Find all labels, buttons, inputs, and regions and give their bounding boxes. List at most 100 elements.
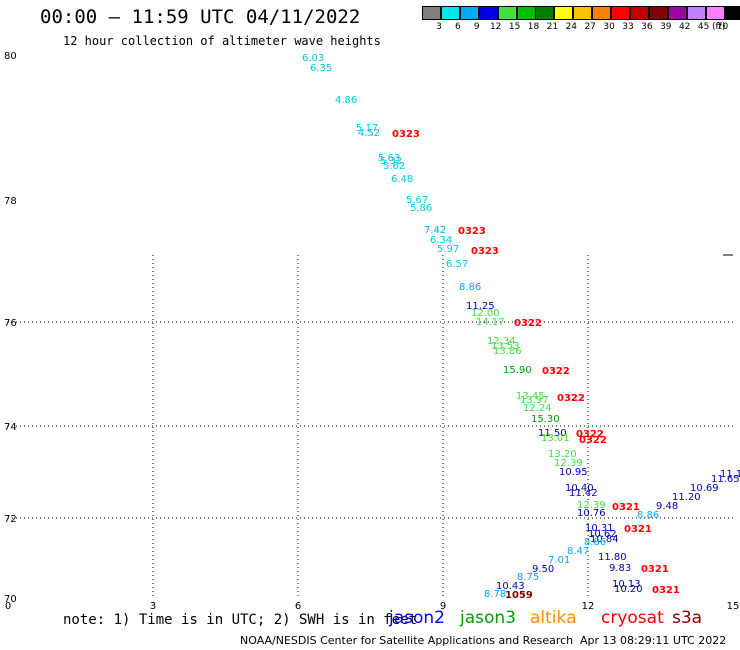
legend-swatch xyxy=(422,6,441,20)
swh-value-label: 5.97 xyxy=(437,244,459,255)
legend-swatch xyxy=(629,6,649,20)
swh-value-label: 6.34 xyxy=(430,235,452,246)
y-tick-label: 80 xyxy=(4,51,17,62)
swh-value-label: 15.90 xyxy=(503,365,532,376)
swh-value-label: 10.69 xyxy=(690,483,719,494)
legend-label: 39 xyxy=(660,22,672,32)
swh-value-label: 11.42 xyxy=(569,488,598,499)
swh-value-label: 12.39 xyxy=(577,500,606,511)
legend-swatch xyxy=(478,6,498,20)
swh-value-label: 9.48 xyxy=(656,501,678,512)
satellite-name-s3a: s3a xyxy=(672,608,703,628)
legend-swatch xyxy=(516,6,536,20)
swh-value-label: 10.76 xyxy=(577,508,606,519)
swh-value-label: 4.52 xyxy=(358,128,380,139)
legend-swatch xyxy=(573,6,593,20)
y-tick-label: 72 xyxy=(4,514,17,525)
legend-label: 6 xyxy=(455,22,461,32)
pass-time-label: 0322 xyxy=(579,435,607,446)
swh-value-label: 7.42 xyxy=(424,225,446,236)
legend-label: 21 xyxy=(546,22,559,32)
pass-time-label: 0323 xyxy=(471,246,499,257)
swh-value-label: 12.39 xyxy=(554,458,583,469)
legend-swatch xyxy=(705,6,725,20)
swh-value-label: 8.86 xyxy=(637,510,659,521)
swh-value-label: 8.86 xyxy=(459,282,481,293)
legend-swatch xyxy=(686,6,706,20)
swh-value-label: 4.86 xyxy=(335,95,357,106)
satellite-name-altika: altika xyxy=(530,608,577,628)
swh-value-label: 11.65 xyxy=(711,474,740,485)
legend-swatch xyxy=(554,6,574,20)
legend-label: 3 xyxy=(436,22,442,32)
legend-label: 9 xyxy=(473,22,480,32)
legend-label: 45 xyxy=(697,22,710,32)
grid-lines xyxy=(8,254,733,598)
legend-label: 27 xyxy=(584,22,596,32)
legend-label: 30 xyxy=(603,22,615,32)
satellite-name-jason2: jason2 xyxy=(389,608,445,628)
footer-note: note: 1) Time is in UTC; 2) SWH is in fe… xyxy=(63,612,418,628)
pass-time-label: 0321 xyxy=(652,585,680,596)
swh-value-label: 5.63 xyxy=(378,153,400,164)
satellite-name-jason3: jason3 xyxy=(460,608,516,628)
swh-value-label: 10.62 xyxy=(588,529,617,540)
legend-swatch xyxy=(724,6,740,20)
swh-value-label: 13.20 xyxy=(548,449,577,460)
x-tick-label: 12 xyxy=(582,601,595,612)
x-tick-label: 0 xyxy=(5,601,11,612)
legend-swatch xyxy=(611,6,630,20)
swh-value-label: 9.50 xyxy=(532,564,554,575)
swh-value-label: 5.67 xyxy=(406,195,428,206)
swh-value-label: 10.95 xyxy=(559,467,588,478)
swh-value-label: 12.24 xyxy=(523,403,552,414)
swh-value-label: 6.03 xyxy=(302,53,324,64)
legend-label: 18 xyxy=(527,22,540,32)
legend-swatch xyxy=(497,6,517,20)
x-tick-label: 9 xyxy=(440,601,446,612)
axis-tick-labels: 0 3 6 9 12 15 80 78 76 74 72 70 xyxy=(4,51,739,612)
x-tick-label: 6 xyxy=(295,601,301,612)
pass-time-label: 1059 xyxy=(505,590,533,601)
legend-label: 36 xyxy=(641,22,653,32)
swh-value-label: 12.00 xyxy=(471,308,500,319)
swh-value-label: 13.45 xyxy=(516,391,545,402)
pass-time-label: 0323 xyxy=(458,226,486,237)
generation-timestamp: Apr 13 08:29:11 UTC 2022 xyxy=(580,634,727,647)
legend-label: 42 xyxy=(678,22,691,32)
x-tick-label: 3 xyxy=(150,601,156,612)
x-tick-label: 15 xyxy=(727,601,740,612)
pass-time-labels: 0323032303230322032203220322032203210321… xyxy=(392,129,680,601)
swh-value-label: 6.48 xyxy=(391,174,413,185)
pass-time-label: 0323 xyxy=(392,129,420,140)
swh-value-label: 9.83 xyxy=(609,563,631,574)
swh-value-label: 6.35 xyxy=(310,63,332,74)
swh-value-label: 14.17 xyxy=(476,317,505,328)
swh-value-label: 11.25 xyxy=(466,301,495,312)
swh-value-label: 13.01 xyxy=(541,433,570,444)
pass-time-label: 0321 xyxy=(641,564,669,575)
wave-height-labels: 6.036.35 4.86 5.174.52 5.635.325.62 6.48 5.67… xyxy=(302,53,740,600)
swh-value-label: 11.80 xyxy=(598,552,627,563)
y-tick-label: 76 xyxy=(4,318,17,329)
legend-label: 70 xyxy=(716,22,729,32)
legend-units: (ft) xyxy=(712,22,726,32)
swh-value-label: 6.57 xyxy=(446,259,468,270)
swh-value-label: 10.31 xyxy=(585,523,614,534)
legend-swatch xyxy=(667,6,687,20)
pass-time-label: 0322 xyxy=(514,318,542,329)
swh-value-label: 10.20 xyxy=(614,584,643,595)
y-tick-label: 70 xyxy=(4,594,17,605)
swh-value-label: 10.13 xyxy=(612,579,641,590)
legend-swatch xyxy=(648,6,668,20)
legend-label: 15 xyxy=(508,22,521,32)
swh-value-label: 10.40 xyxy=(565,483,594,494)
swh-value-label: 10.43 xyxy=(496,581,525,592)
credit-text: NOAA/NESDIS Center for Satellite Applica… xyxy=(240,634,574,647)
legend-swatch xyxy=(440,6,460,20)
swh-value-label: 5.86 xyxy=(410,203,432,214)
swh-value-label: 8.75 xyxy=(517,572,539,583)
legend-label: 33 xyxy=(622,22,634,32)
map-title: 00:00 – 11:59 UTC 04/11/2022 xyxy=(40,6,361,28)
